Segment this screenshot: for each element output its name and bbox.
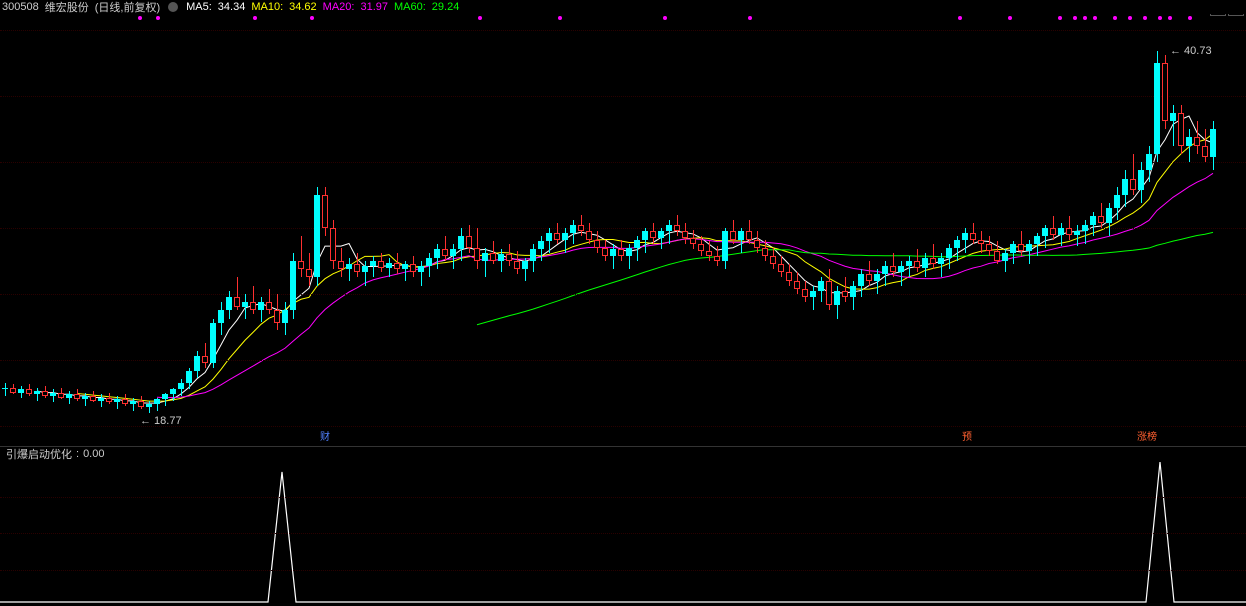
indicator-name: 引爆启动优化 <box>6 446 72 462</box>
signal-dot <box>1128 16 1132 20</box>
event-badge[interactable]: 预 <box>960 428 974 443</box>
signal-dot <box>478 16 482 20</box>
indicator-value: 0.00 <box>83 448 104 460</box>
event-badge[interactable]: 涨榜 <box>1135 428 1159 443</box>
signal-dot <box>156 16 160 20</box>
signal-dot <box>1113 16 1117 20</box>
ma60-label: MA60: <box>394 1 426 13</box>
price-gridline <box>0 162 1246 163</box>
signal-dot <box>1093 16 1097 20</box>
ma20-label: MA20: <box>323 1 355 13</box>
indicator-header: 引爆启动优化 : 0.00 <box>0 446 1246 461</box>
indicator-gridline <box>0 570 1246 571</box>
indicator-gridline <box>0 533 1246 534</box>
high-price-label: ← 40.73 <box>1170 45 1212 57</box>
ma5-label: MA5: <box>186 1 212 13</box>
signal-dot <box>1083 16 1087 20</box>
signal-dot <box>558 16 562 20</box>
ma10-value: 34.62 <box>289 1 317 13</box>
indicator-chart[interactable] <box>0 460 1246 606</box>
indicator-line <box>0 462 1246 602</box>
signal-dot <box>1058 16 1062 20</box>
chart-container: 300508 维宏股份 (日线,前复权) MA5: 34.34 MA10: 34… <box>0 0 1246 606</box>
signal-dot <box>1073 16 1077 20</box>
indicator-sep: : <box>76 448 79 460</box>
price-gridline <box>0 294 1246 295</box>
signal-dot <box>1008 16 1012 20</box>
stock-code: 300508 <box>2 1 39 13</box>
ma10-label: MA10: <box>251 1 283 13</box>
chart-header: 300508 维宏股份 (日线,前复权) MA5: 34.34 MA10: 34… <box>0 0 1246 14</box>
signal-dot <box>310 16 314 20</box>
signal-dot <box>748 16 752 20</box>
price-gridline <box>0 96 1246 97</box>
stock-name: 维宏股份 <box>45 0 89 15</box>
header-dot-icon <box>168 2 178 12</box>
signal-dot <box>663 16 667 20</box>
low-price-label: ← 18.77 <box>140 415 182 427</box>
ma10-line <box>77 134 1213 402</box>
price-gridline <box>0 360 1246 361</box>
signal-dot <box>1188 16 1192 20</box>
chart-period: (日线,前复权) <box>95 0 160 15</box>
signal-dot <box>138 16 142 20</box>
ma5-value: 34.34 <box>218 1 246 13</box>
event-badge[interactable]: 财 <box>318 428 332 443</box>
ma20-value: 31.97 <box>360 1 388 13</box>
signal-dot <box>1168 16 1172 20</box>
signal-dot <box>253 16 257 20</box>
price-gridline <box>0 30 1246 31</box>
candlestick-chart[interactable]: ← 40.73 ← 18.77 财 预 涨榜 <box>0 14 1246 442</box>
price-gridline <box>0 426 1246 427</box>
signal-dot <box>958 16 962 20</box>
signal-dot <box>1158 16 1162 20</box>
signal-dot <box>1143 16 1147 20</box>
indicator-gridline <box>0 497 1246 498</box>
ma60-value: 29.24 <box>432 1 460 13</box>
